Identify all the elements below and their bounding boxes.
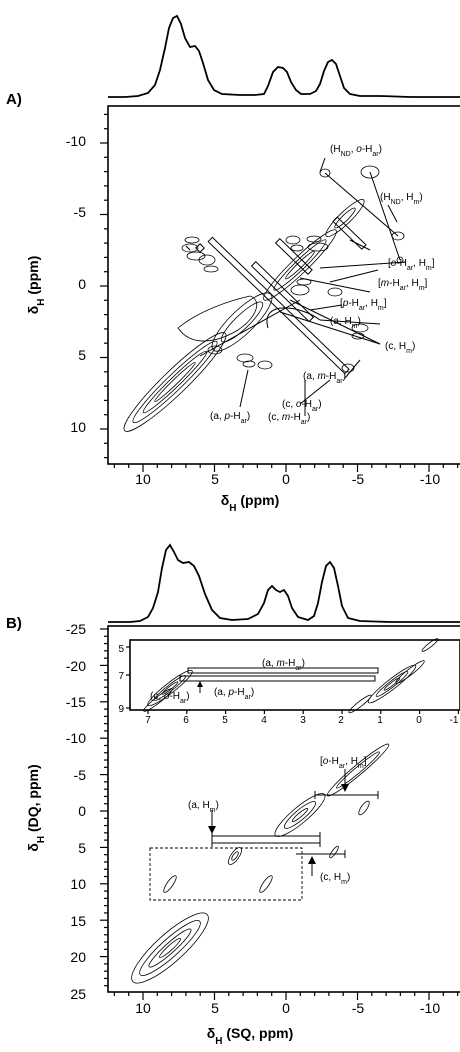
x-tick-label-b: 5 bbox=[211, 1000, 219, 1016]
panel-b-label: B) bbox=[6, 615, 22, 632]
inset-x-tick-label: 2 bbox=[338, 715, 344, 726]
panel-a-label: A) bbox=[6, 91, 22, 108]
inset-x-tick-label: 6 bbox=[183, 715, 189, 726]
y-tick-label-b: 25 bbox=[70, 986, 86, 1002]
x-tick-label-b: -10 bbox=[420, 1000, 440, 1016]
plot-frame-b bbox=[107, 625, 460, 993]
y-tick-label-b: 15 bbox=[70, 913, 86, 929]
arrows-b bbox=[208, 769, 349, 876]
ticks-b bbox=[100, 628, 459, 1000]
y-tick-label-a: 5 bbox=[78, 347, 86, 363]
inset-pair-a-p-har bbox=[179, 675, 376, 682]
annotation-a-a-p-har: (a, p-Har) bbox=[210, 411, 250, 425]
inset-annotation-a-p-har: (a, p-Har) bbox=[214, 687, 254, 701]
inset-x-tick-label: 5 bbox=[222, 715, 228, 726]
annotation-a-m-har-hm: [m-Har, Hm] bbox=[378, 278, 428, 292]
x-axis-label-b: δH (SQ, ppm) bbox=[207, 1025, 294, 1047]
annotation-a-c-hm: (c, Hm) bbox=[385, 341, 415, 355]
annotations-a: (HND, o-Har) (HND, Hm) [o-Har, Hm] [m-Ha… bbox=[210, 144, 435, 426]
annotation-a-c-m-har: (c, m-Har) bbox=[268, 412, 310, 426]
x-tick-label-b: -5 bbox=[352, 1000, 365, 1016]
peak-o-har-hm bbox=[396, 256, 404, 264]
x-tick-label-a: 10 bbox=[135, 471, 151, 487]
inset-x-tick-label: 4 bbox=[261, 715, 267, 726]
x-axis-label-a: δH (ppm) bbox=[221, 492, 280, 514]
y-tick-label-b: 5 bbox=[78, 840, 86, 856]
x-tick-label-a: -5 bbox=[352, 471, 365, 487]
inset-x-tick-label: 3 bbox=[300, 715, 306, 726]
panel-b: B) -25 -20 -15 -10 -5 0 5 10 15 20 25 10… bbox=[6, 543, 460, 1047]
x-tick-label-a: -10 bbox=[420, 471, 440, 487]
inset-annotation-c-o-har: (c, o-Har) bbox=[150, 691, 190, 705]
inset-region-box bbox=[149, 847, 303, 901]
y-tick-label-b: -20 bbox=[66, 658, 86, 674]
annotation-b-o-har-hm: [o-Har, Hm] bbox=[320, 756, 367, 770]
annotation-a-hnd-hm: (HND, Hm) bbox=[380, 192, 423, 206]
inset: 5 7 9 7 6 5 4 3 2 1 0 -1 (a, m-Har) bbox=[118, 638, 460, 726]
y-tick-label-b: 20 bbox=[70, 949, 86, 965]
annotation-a-a-hm: (a, Hm) bbox=[330, 316, 361, 330]
y-tick-label-b: -5 bbox=[74, 767, 87, 783]
ticks-a bbox=[100, 113, 459, 472]
inset-y-tick-label: 7 bbox=[118, 671, 124, 682]
arrow-icon bbox=[341, 784, 349, 792]
y-tick-label-b: -15 bbox=[66, 694, 86, 710]
arrow-icon bbox=[308, 856, 316, 864]
annotations-b: [o-Har, Hm] (a, Hm) (c, Hm) bbox=[188, 756, 367, 886]
y-tick-label-a: -10 bbox=[66, 133, 86, 149]
panel-a: A) -10 -5 0 5 10 10 5 0 -5 -10 δH (ppm) … bbox=[6, 14, 460, 514]
y-tick-label-b: -10 bbox=[66, 730, 86, 746]
peak-hnd-oar-right bbox=[360, 165, 380, 179]
annotation-a-c-o-har: (c, o-Har) bbox=[282, 399, 322, 413]
projection-spectrum-a bbox=[108, 14, 460, 98]
broad-contour-a bbox=[177, 295, 258, 342]
contours-b bbox=[131, 743, 390, 984]
pointers-a bbox=[239, 157, 406, 416]
y-tick-label-b: -25 bbox=[66, 621, 86, 637]
inset-x-tick-label: 7 bbox=[145, 715, 151, 726]
x-tick-label-a: 0 bbox=[282, 471, 290, 487]
peak-hnd-oar bbox=[319, 168, 331, 178]
cross-peak-lines-b bbox=[149, 791, 379, 901]
inset-x-tick-label: 1 bbox=[377, 715, 383, 726]
inset-y-tick-label: 9 bbox=[118, 704, 124, 715]
annotation-b-a-hm: (a, Hm) bbox=[188, 800, 219, 814]
inset-arrow-icon bbox=[197, 681, 203, 687]
annotation-b-c-hm: (c, Hm) bbox=[320, 872, 350, 886]
annotation-a-p-har-hm: [p-Har, Hm] bbox=[340, 298, 387, 312]
y-tick-label-b: 0 bbox=[78, 803, 86, 819]
inset-annotation-a-m-har: (a, m-Har) bbox=[262, 658, 305, 672]
annotation-a-a-m-har: (a, m-Har) bbox=[303, 371, 346, 385]
cross-peak-lines-a bbox=[185, 171, 401, 375]
y-tick-label-b: 10 bbox=[70, 876, 86, 892]
x-tick-label-b: 0 bbox=[282, 1000, 290, 1016]
annotation-a-o-har-hm: [o-Har, Hm] bbox=[388, 258, 435, 272]
inset-x-tick-label: -1 bbox=[450, 715, 459, 726]
y-tick-label-a: -5 bbox=[74, 204, 87, 220]
y-tick-label-a: 0 bbox=[78, 276, 86, 292]
x-tick-label-a: 5 bbox=[211, 471, 219, 487]
projection-spectrum-b bbox=[108, 543, 460, 623]
contours-a bbox=[123, 165, 405, 432]
y-tick-label-a: 10 bbox=[70, 419, 86, 435]
y-axis-label-b: δH (DQ, ppm) bbox=[25, 764, 47, 851]
y-axis-label-a: δH (ppm) bbox=[25, 256, 47, 315]
annotation-a-hnd-oar: (HND, o-Har) bbox=[330, 144, 382, 158]
inset-y-tick-label: 5 bbox=[118, 644, 124, 655]
inset-x-tick-label: 0 bbox=[416, 715, 422, 726]
plot-frame-a bbox=[107, 105, 460, 465]
inset-pair-a-m-har bbox=[187, 667, 379, 674]
x-tick-label-b: 10 bbox=[135, 1000, 151, 1016]
arrow-icon bbox=[208, 826, 216, 834]
